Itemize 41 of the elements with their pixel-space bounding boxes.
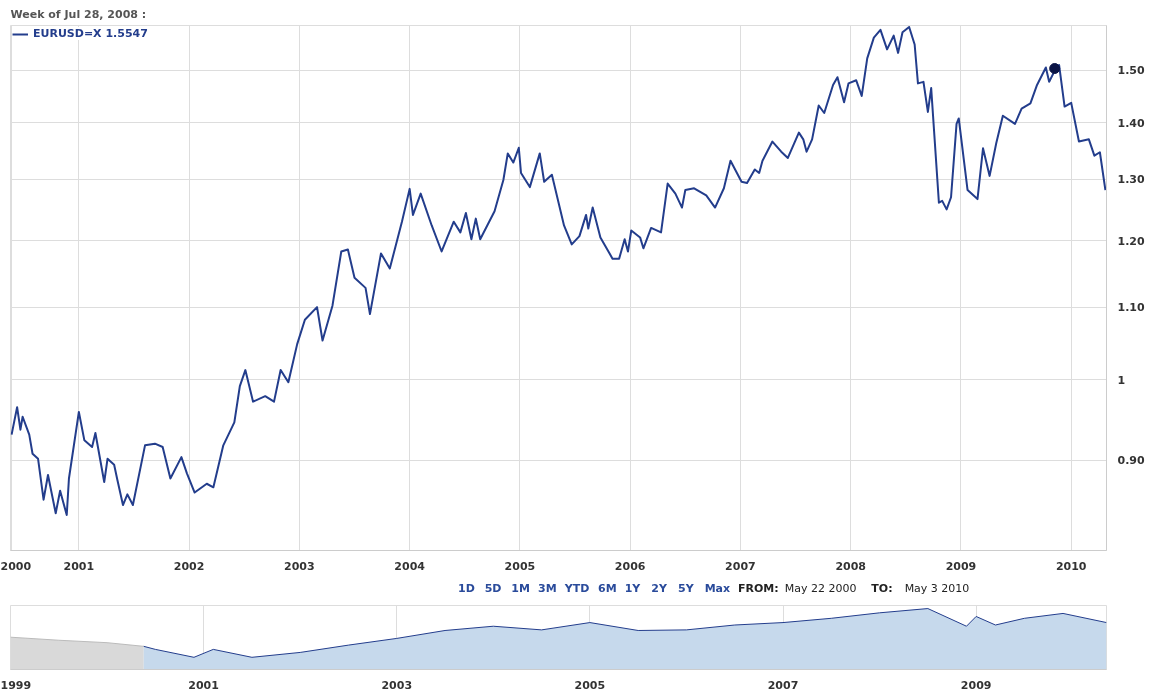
x-tick-label: 2000 <box>0 559 32 573</box>
y-tick-label: 1.10 <box>1117 301 1145 315</box>
legend-label: EURUSD=X 1.5547 <box>33 27 148 40</box>
text: 3M <box>538 581 557 595</box>
text: 2Y <box>651 581 668 595</box>
text: 1Y <box>624 581 642 595</box>
text: Max <box>704 581 731 595</box>
line-series <box>10 25 1107 517</box>
x-tick-label: 2007 <box>767 678 799 692</box>
x-tick-label: 2001 <box>188 678 219 692</box>
x-tick-label: 2005 <box>504 559 536 573</box>
text: 5Y <box>678 581 695 595</box>
x-tick-label: 2004 <box>394 559 426 573</box>
x-tick-label: 2003 <box>284 559 315 573</box>
y-tick-label: 1.50 <box>1117 64 1145 78</box>
text: 1M <box>511 581 530 595</box>
y-tick-label: 1.30 <box>1117 173 1145 187</box>
text: 5D <box>484 581 502 595</box>
text: TO: <box>871 581 893 595</box>
x-tick-label: 2010 <box>1055 559 1087 573</box>
x-tick-label: 2009 <box>960 678 992 692</box>
y-tick-label: 1.20 <box>1117 234 1145 248</box>
x-tick-label: 2006 <box>614 559 646 573</box>
chart-title: Week of Jul 28, 2008 : <box>10 7 147 21</box>
x-tick-label: 2008 <box>835 559 867 573</box>
x-tick-label: 2001 <box>63 559 95 573</box>
x-tick-label: 1999 <box>0 678 32 692</box>
text: FROM: <box>737 581 779 595</box>
x-tick-label: 2005 <box>574 678 606 692</box>
x-tick-label: 2002 <box>173 559 205 573</box>
text: May 3 2010 <box>904 581 970 595</box>
text: 6M <box>598 581 617 595</box>
text: 1D <box>458 581 475 595</box>
x-tick-label: 2003 <box>381 678 413 692</box>
text: May 22 2000 <box>784 581 857 595</box>
x-tick-label: 2007 <box>725 559 756 573</box>
text: YTD <box>563 581 590 595</box>
y-tick-label: 0.90 <box>1117 454 1145 468</box>
y-tick-label: 1.40 <box>1117 116 1145 130</box>
y-tick-label: 1 <box>1117 373 1126 387</box>
x-tick-label: 2009 <box>945 559 977 573</box>
